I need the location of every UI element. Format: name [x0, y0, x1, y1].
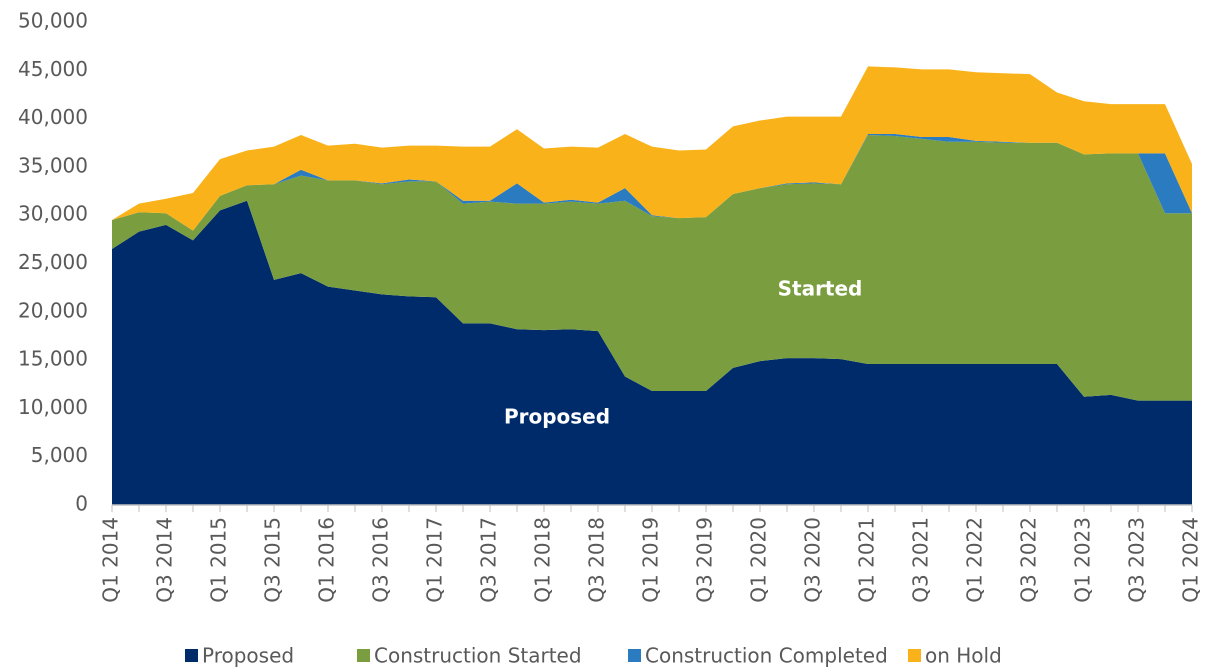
- y-tick-label: 20,000: [18, 298, 88, 322]
- x-tick-label: Q1 2016: [315, 517, 339, 603]
- x-tick-label: Q1 2015: [207, 517, 231, 603]
- legend-label: on Hold: [925, 644, 1002, 668]
- x-tick-label: Q3 2014: [153, 517, 177, 603]
- y-tick-label: 30,000: [18, 202, 88, 226]
- y-tick-label: 50,000: [18, 9, 88, 33]
- x-tick-label: Q3 2019: [693, 517, 717, 603]
- annotation: Started: [778, 277, 863, 301]
- y-tick-label: 45,000: [18, 57, 88, 81]
- x-tick-label: Q1 2014: [99, 517, 123, 603]
- legend-swatch: [908, 649, 921, 662]
- y-tick-label: 35,000: [18, 153, 88, 177]
- x-tick-label: Q3 2023: [1125, 517, 1149, 603]
- legend-swatch: [357, 649, 370, 662]
- area: [112, 135, 1192, 401]
- x-tick-label: Q1 2022: [963, 517, 987, 603]
- x-tick-label: Q3 2016: [369, 517, 393, 603]
- x-tick-label: Q3 2021: [909, 517, 933, 603]
- x-tick-label: Q1 2023: [1071, 517, 1095, 603]
- x-tick-label: Q1 2018: [531, 517, 555, 603]
- legend-label: Construction Started: [374, 644, 582, 668]
- legend-swatch: [185, 649, 198, 662]
- area: [112, 200, 1192, 505]
- y-tick-label: 25,000: [18, 250, 88, 274]
- x-tick-label: Q1 2024: [1179, 517, 1203, 603]
- x-tick-label: Q3 2020: [801, 517, 825, 603]
- area: [112, 66, 1192, 231]
- x-tick-label: Q3 2022: [1017, 517, 1041, 603]
- y-tick-label: 5,000: [31, 443, 88, 467]
- y-tick-label: 10,000: [18, 395, 88, 419]
- legend-label: Construction Completed: [645, 644, 888, 668]
- y-tick-label: 40,000: [18, 105, 88, 129]
- y-tick-label: 0: [75, 492, 88, 516]
- annotation: Proposed: [504, 405, 610, 429]
- x-tick-label: Q3 2015: [261, 517, 285, 603]
- legend-swatch: [628, 649, 641, 662]
- x-tick-label: Q3 2018: [585, 517, 609, 603]
- x-tick-label: Q1 2021: [855, 517, 879, 603]
- x-tick-label: Q1 2020: [747, 517, 771, 603]
- legend-label: Proposed: [202, 644, 294, 668]
- x-tick-label: Q1 2017: [423, 517, 447, 603]
- x-tick-label: Q3 2017: [477, 517, 501, 603]
- x-tick-label: Q1 2019: [639, 517, 663, 603]
- y-tick-label: 15,000: [18, 347, 88, 371]
